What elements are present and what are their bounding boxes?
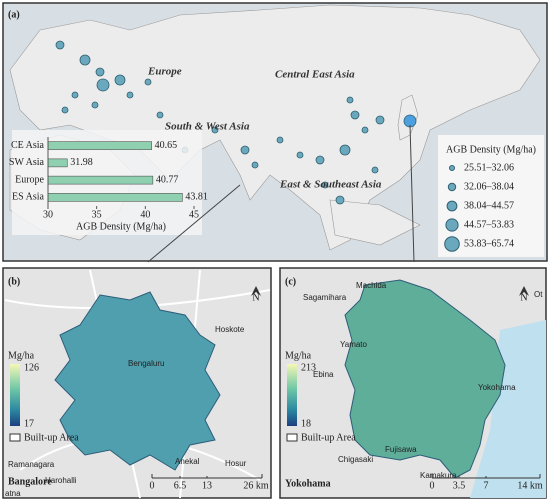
sea	[470, 320, 546, 498]
colorbar	[10, 364, 20, 426]
place-label: Fujisawa	[385, 445, 417, 454]
place-label: Ot	[534, 290, 543, 299]
legend-title: AGB Density (Mg/ha)	[446, 144, 536, 155]
place-label: Hoskote	[215, 325, 245, 334]
inset-chart: CE Asia 40.65 SW Asia 31.98 Europe 40.77 ES As…	[9, 130, 208, 235]
place-label: Anekal	[175, 457, 200, 466]
legend-symbol	[446, 200, 458, 212]
value-label: 40.65	[155, 140, 178, 151]
place-label: Yokohama	[478, 383, 516, 392]
panel-b: (b) Bengaluru Hoskote Ramanagara Harohal…	[2, 267, 272, 499]
scale-label: 0	[150, 480, 155, 491]
north-arrow	[251, 286, 261, 296]
scale-label: 14 km	[517, 480, 543, 491]
place-label: Ebina	[313, 370, 334, 379]
city-name: Yokohama	[285, 478, 331, 489]
city-name: Bangalore	[8, 476, 52, 487]
place-label: Hosur	[225, 459, 247, 468]
built-up-swatch	[286, 433, 298, 442]
value-label: 43.81	[185, 192, 208, 203]
bar	[47, 193, 183, 202]
scale-label: 7	[484, 480, 489, 491]
scale-label: 0	[430, 480, 435, 491]
panel-c: (c) Machida Sagamihara Yamato Ebina Yoko…	[279, 267, 547, 499]
legend-symbol	[447, 182, 457, 192]
region-label: South & West Asia	[165, 121, 250, 133]
legend-label: 38.04–44.57	[464, 200, 514, 211]
callout-line	[147, 184, 241, 263]
north-label: N	[520, 292, 527, 303]
region-label: Europe	[147, 66, 182, 78]
category-label: ES Asia	[12, 192, 45, 203]
legend-symbol	[445, 218, 459, 232]
legend-label: 53.83–65.74	[464, 238, 514, 249]
colorbar-min: 17	[24, 418, 34, 429]
city-extent	[54, 291, 221, 471]
scale-label: 6.5	[174, 480, 187, 491]
colorbar-unit: Mg/ha	[285, 350, 312, 361]
panel-label: (a)	[8, 9, 20, 20]
legend-label: 44.57–53.83	[464, 219, 514, 230]
legend-symbol	[444, 236, 460, 252]
place-label: Chigasaki	[338, 455, 373, 464]
place-label: Sagamihara	[303, 293, 347, 302]
place-label: atna	[5, 489, 21, 498]
land	[329, 199, 421, 246]
scale-bar	[431, 474, 541, 479]
colorbar-unit: Mg/ha	[8, 350, 35, 361]
scale-label: 13	[202, 480, 212, 491]
colorbar-max: 213	[301, 362, 316, 373]
legend-bg	[438, 135, 544, 257]
region-label: East & Southeast Asia	[279, 179, 382, 191]
place-label: Machida	[356, 281, 387, 290]
scale-label: 3.5	[453, 480, 466, 491]
x-tick-label: 30	[43, 209, 53, 220]
bar	[47, 158, 68, 168]
scale-label: 26 km	[243, 480, 269, 491]
colorbar-min: 18	[301, 418, 311, 429]
place-label: Harohalli	[45, 476, 77, 485]
panel-label: (c)	[285, 276, 296, 287]
x-tick-label: 45	[189, 209, 199, 220]
x-tick-label: 40	[140, 209, 150, 220]
legend-label: 32.06–38.04	[464, 181, 514, 192]
place-label: Yamato	[340, 340, 368, 349]
category-label: SW Asia	[9, 157, 45, 168]
north-arrow	[519, 286, 529, 296]
bar	[47, 141, 152, 150]
city-extent	[344, 279, 506, 479]
built-up-label: Built-up Area	[24, 432, 79, 443]
built-up-label: Built-up Area	[301, 432, 356, 443]
place-label: Bengaluru	[128, 359, 164, 368]
category-label: CE Asia	[11, 140, 45, 151]
legend: AGB Density (Mg/ha) 25.51–32.06 32.06–38.…	[438, 135, 544, 257]
built-up-swatch	[9, 433, 21, 442]
value-label: 31.98	[70, 157, 93, 168]
x-tick-label: 35	[92, 209, 102, 220]
sites	[55, 40, 417, 205]
callout-line	[409, 124, 415, 263]
panel-a: (a) Europe Central East Asia South & Wes…	[2, 2, 548, 263]
legend-symbol	[449, 165, 455, 171]
bar	[47, 175, 154, 185]
category-label: Europe	[15, 174, 44, 185]
colorbar	[287, 364, 297, 426]
colorbar-max: 126	[24, 362, 39, 373]
x-axis-label: AGB Density (Mg/ha)	[76, 221, 166, 232]
value-label: 40.77	[156, 174, 179, 185]
legend-label: 25.51–32.06	[464, 162, 514, 173]
region-label: Central East Asia	[275, 69, 355, 81]
panel-label: (b)	[8, 276, 20, 287]
place-label: Kamakura	[420, 471, 457, 480]
scale-bar	[151, 474, 263, 479]
place-label: Ramanagara	[8, 460, 55, 469]
north-label: N	[252, 292, 259, 303]
